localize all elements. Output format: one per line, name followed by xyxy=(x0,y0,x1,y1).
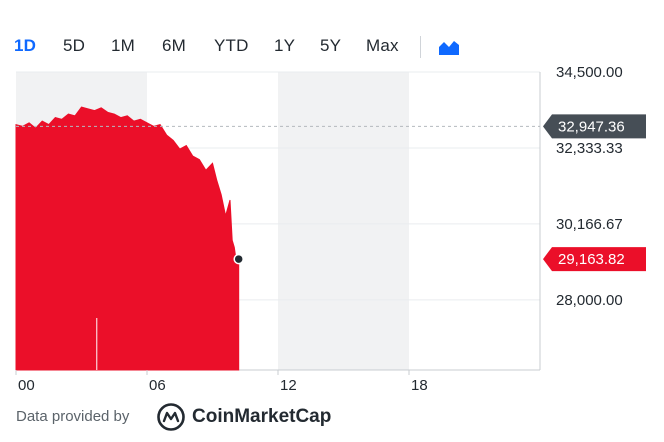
shaded-band-1 xyxy=(278,72,409,370)
range-button-ytd[interactable]: YTD xyxy=(214,36,249,55)
coinmarketcap-logo[interactable] xyxy=(156,402,186,432)
range-button-max[interactable]: Max xyxy=(366,36,399,55)
range-button-5y[interactable]: 5Y xyxy=(320,36,342,55)
x-tick-label-0: 00 xyxy=(18,377,35,394)
data-attribution: Data provided by CoinMarketCap xyxy=(16,400,416,436)
x-tick-label-1: 06 xyxy=(149,377,166,394)
range-button-1m[interactable]: 1M xyxy=(111,36,136,55)
previous-close-badge-shape xyxy=(543,114,646,139)
range-button-6m[interactable]: 6M xyxy=(162,36,187,55)
y-tick-label-2: 30,166.67 xyxy=(556,216,623,233)
price-area xyxy=(15,106,240,371)
attribution-prefix: Data provided by xyxy=(16,408,130,425)
previous-close-badge-label: 32,947.36 xyxy=(558,118,625,135)
provider-name[interactable]: CoinMarketCap xyxy=(192,406,332,427)
range-button-1y[interactable]: 1Y xyxy=(274,36,296,55)
range-button-5d[interactable]: 5D xyxy=(63,36,86,55)
last-price-badge-label: 29,163.82 xyxy=(558,251,625,268)
x-tick-label-2: 12 xyxy=(280,377,297,394)
range-button-1d[interactable]: 1D xyxy=(14,36,37,55)
y-tick-label-0: 34,500.00 xyxy=(556,64,623,81)
y-tick-label-3: 28,000.00 xyxy=(556,292,623,309)
y-tick-label-1: 32,333.33 xyxy=(556,140,623,157)
area-chart-icon[interactable] xyxy=(438,38,460,56)
toolbar-divider xyxy=(420,36,421,58)
last-point-marker xyxy=(233,253,244,265)
last-price-badge-shape xyxy=(543,247,646,272)
time-range-bar: 1D 5D 1M 6M YTD 1Y 5Y Max xyxy=(0,28,500,64)
x-tick-label-3: 18 xyxy=(411,377,428,394)
